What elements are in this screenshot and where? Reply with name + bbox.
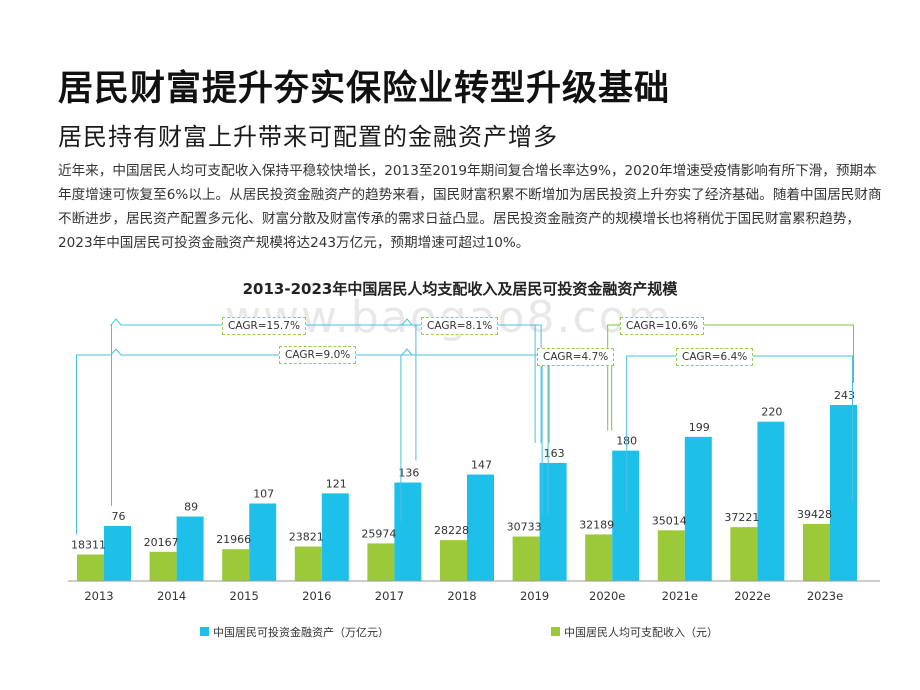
bar-assets xyxy=(104,525,131,581)
data-label-assets: 107 xyxy=(253,488,274,501)
cagr-label-2020-2023-income: CAGR=6.4% xyxy=(676,348,754,366)
legend-label-assets: 中国居民可投资金融资产（万亿元） xyxy=(213,625,389,639)
x-tick-label: 2017 xyxy=(375,589,404,603)
cagr-bracket-2019-2020-income xyxy=(548,355,613,443)
bar-assets xyxy=(321,493,349,581)
bar-income xyxy=(77,554,104,581)
bar-assets xyxy=(757,421,785,581)
cagr-label-2013-2019-income: CAGR=9.0% xyxy=(279,346,357,364)
cagr-label-2013-2019-assets: CAGR=15.7% xyxy=(222,317,306,335)
x-tick-label: 2021e xyxy=(662,589,698,603)
data-label-income: 35014 xyxy=(652,514,687,527)
bar-income xyxy=(149,551,177,581)
data-label-income: 30733 xyxy=(507,521,542,534)
data-label-assets: 121 xyxy=(326,477,347,490)
data-label-assets: 199 xyxy=(689,421,710,434)
data-label-income: 28228 xyxy=(434,524,469,537)
x-tick-label: 2014 xyxy=(157,589,186,603)
x-tick-label: 2015 xyxy=(230,589,259,603)
bar-income xyxy=(367,543,395,581)
bar-income xyxy=(730,527,758,581)
cagr-label-2019-2020-income: CAGR=4.7% xyxy=(537,348,615,366)
data-label-assets: 89 xyxy=(184,501,198,514)
x-tick-label: 2013 xyxy=(84,589,113,603)
chart-title: 2013-2023年中国居民人均支配收入及居民可投资金融资产规模 xyxy=(242,280,678,298)
bar-assets xyxy=(612,450,640,581)
cagr-label-2020-2023-assets: CAGR=10.6% xyxy=(620,317,704,335)
bar-income xyxy=(222,549,250,581)
x-tick-label: 2022e xyxy=(734,589,770,603)
data-label-assets: 136 xyxy=(398,466,419,479)
legend-swatch-income xyxy=(551,627,560,636)
data-label-assets: 147 xyxy=(471,459,492,472)
data-label-income: 37221 xyxy=(724,511,759,524)
cagr-bracket-2013-2019-assets xyxy=(109,318,542,506)
bar-income xyxy=(440,540,467,581)
cagr-bracket-2020-2023-income xyxy=(626,355,853,513)
page-title: 居民财富提升夯实保险业转型升级基础 xyxy=(58,69,671,109)
bar-income xyxy=(803,523,830,581)
data-label-income: 39428 xyxy=(797,508,832,521)
x-tick-label: 2018 xyxy=(447,589,476,603)
data-label-income: 18311 xyxy=(71,539,106,552)
data-label-assets: 243 xyxy=(834,389,855,402)
data-label-income: 23821 xyxy=(289,531,324,544)
cagr-bracket-2017-2019-assets xyxy=(400,318,536,461)
body-paragraph: 近年来，中国居民人均可支配收入保持平稳较快增长，2013至2019年期间复合增长… xyxy=(58,163,882,251)
x-tick-label: 2016 xyxy=(302,589,331,603)
x-tick-label: 2023e xyxy=(807,589,843,603)
bar-assets xyxy=(684,436,712,581)
data-label-assets: 76 xyxy=(112,510,126,523)
legend-label-income: 中国居民人均可支配收入（元） xyxy=(564,625,718,639)
data-label-income: 20167 xyxy=(144,536,179,549)
data-label-assets: 163 xyxy=(544,447,565,460)
bar-income xyxy=(512,536,540,581)
cagr-label-2017-2019-assets: CAGR=8.1% xyxy=(421,317,499,335)
data-label-income: 21966 xyxy=(216,533,251,546)
x-tick-label: 2019 xyxy=(520,589,549,603)
legend-swatch-assets xyxy=(200,627,209,636)
bar-income xyxy=(585,534,613,581)
bar-income xyxy=(657,530,685,581)
bar-assets xyxy=(539,462,567,581)
bar-assets xyxy=(394,482,422,581)
bar-assets xyxy=(249,503,277,581)
data-label-income: 25974 xyxy=(361,527,396,540)
bar-income xyxy=(294,546,322,581)
bar-assets xyxy=(176,516,204,581)
data-label-income: 32189 xyxy=(579,518,614,531)
page-subtitle: 居民持有财富上升带来可配置的金融资产增多 xyxy=(58,123,558,151)
cagr-bracket-2020-2023-assets xyxy=(607,324,854,431)
bar-assets xyxy=(467,474,494,581)
x-tick-label: 2020e xyxy=(589,589,625,603)
data-label-assets: 220 xyxy=(761,406,782,419)
